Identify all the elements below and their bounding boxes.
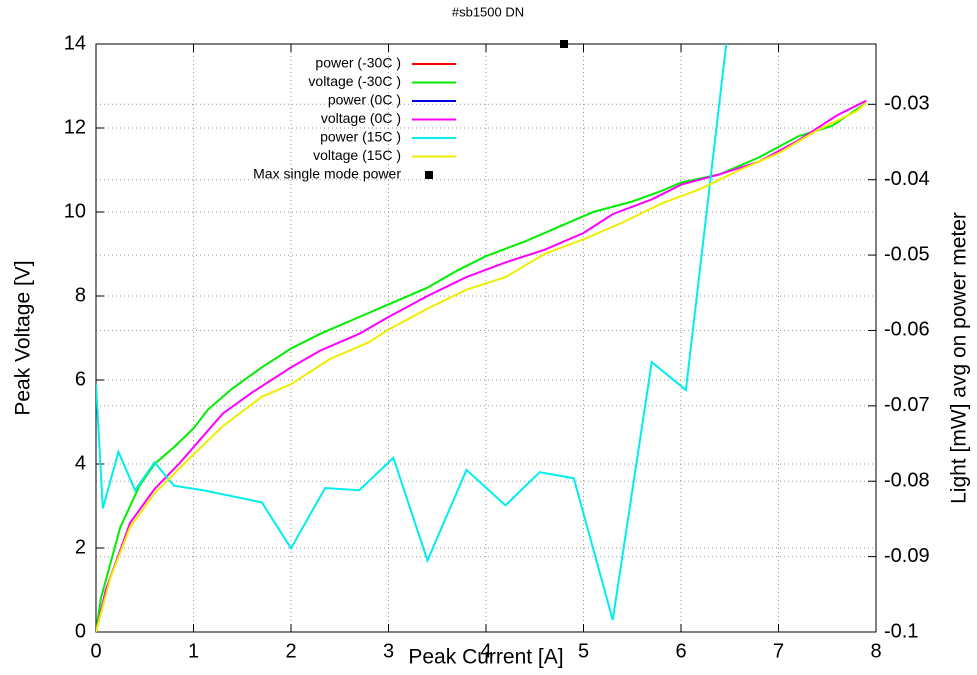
y2-tick-label: -0.1 (884, 620, 918, 642)
series-line (96, 99, 867, 632)
marker (560, 40, 568, 48)
series-line (96, 44, 728, 621)
y-tick-label: 14 (64, 32, 86, 54)
x-tick-label: 6 (675, 640, 686, 662)
y2-tick-label: -0.03 (884, 93, 930, 115)
x-axis-label: Peak Current [A] (408, 646, 563, 669)
x-tick-label: 7 (773, 640, 784, 662)
y2-tick-label: -0.07 (884, 394, 930, 416)
y2-tick-label: -0.06 (884, 319, 930, 341)
y-tick-label: 6 (75, 368, 86, 390)
legend-marker (425, 171, 433, 179)
y2-tick-label: -0.04 (884, 168, 930, 190)
legend-label: power (-30C ) (315, 55, 401, 71)
x-tick-label: 4 (480, 640, 491, 662)
legend-label: power (15C ) (320, 129, 401, 145)
y-axis-label: Peak Voltage [V] (12, 260, 35, 415)
x-tick-label: 1 (188, 640, 199, 662)
y-tick-label: 4 (75, 452, 86, 474)
y-tick-label: 2 (75, 536, 86, 558)
y-tick-label: 0 (75, 620, 86, 642)
legend-label: voltage (0C ) (321, 110, 401, 126)
x-tick-label: 2 (285, 640, 296, 662)
plot-frame (95, 43, 877, 633)
y-tick-label: 10 (64, 200, 86, 222)
y2-tick-label: -0.08 (884, 470, 930, 492)
series-line (96, 101, 867, 632)
y2-tick-label: -0.09 (884, 545, 930, 567)
y-tick-label: 8 (75, 284, 86, 306)
legend-label: Max single mode power (253, 166, 401, 182)
legend-label: power (0C ) (328, 92, 401, 108)
legend-label: voltage (15C ) (313, 147, 401, 163)
x-tick-label: 3 (383, 640, 394, 662)
chart-title: #sb1500 DN (452, 4, 524, 19)
x-tick-label: 8 (870, 640, 881, 662)
series-line (96, 102, 867, 632)
plot-area (96, 44, 867, 632)
y-tick-label: 12 (64, 116, 86, 138)
x-tick-label: 0 (90, 640, 101, 662)
x-tick-label: 5 (578, 640, 589, 662)
y2-tick-label: -0.05 (884, 243, 930, 265)
legend-label: voltage (-30C ) (308, 73, 401, 89)
y2-axis-label: Light [mW] avg on power meter (948, 212, 971, 504)
